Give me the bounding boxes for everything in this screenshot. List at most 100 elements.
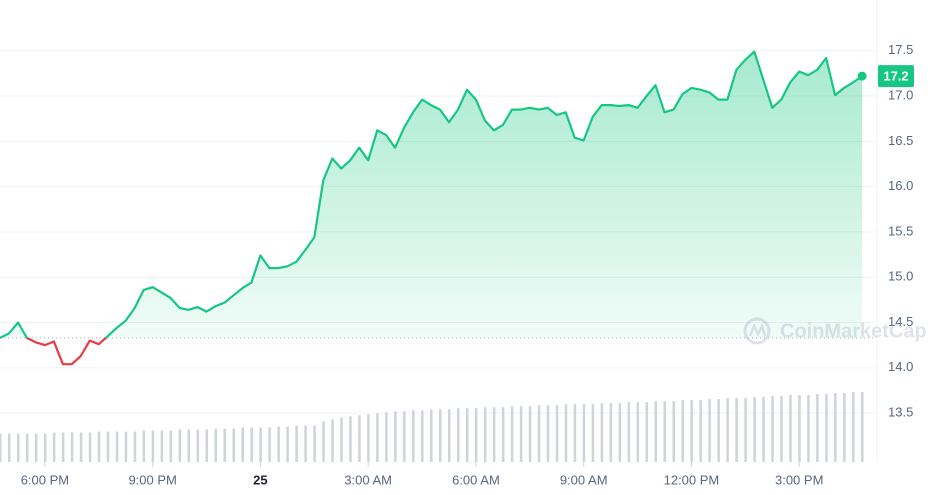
volume-bar <box>250 427 253 462</box>
volume-bar <box>627 402 631 462</box>
volume-bar <box>771 396 774 462</box>
volume-bar <box>106 431 110 462</box>
volume-bar <box>483 407 487 462</box>
y-tick-label: 16.0 <box>888 178 913 193</box>
volume-bar <box>223 428 226 462</box>
volume-bar <box>672 401 675 462</box>
volume-bar <box>295 425 298 462</box>
volume-bar <box>358 415 361 462</box>
volume-bar <box>178 429 182 462</box>
volume-bar <box>340 417 343 462</box>
volume-bar <box>124 431 128 462</box>
volume-bar <box>142 430 146 462</box>
volume-bar <box>16 433 20 462</box>
volume-bar <box>528 406 532 462</box>
x-tick-label: 6:00 AM <box>452 472 500 487</box>
volume-bar <box>852 392 855 462</box>
volume-bar <box>663 401 667 462</box>
volume-bar <box>79 432 83 462</box>
volume-bar <box>61 432 65 462</box>
volume-bar <box>843 393 846 462</box>
volume-bar <box>591 404 595 462</box>
volume-bar <box>537 405 541 462</box>
volume-bar <box>645 402 649 462</box>
volume-bar <box>196 429 200 462</box>
volume-bar <box>205 429 209 462</box>
volume-bar <box>825 394 828 462</box>
volume-bar <box>618 403 622 462</box>
volume-bar <box>331 419 334 462</box>
volume-bar <box>232 428 235 462</box>
volume-bar <box>187 429 191 462</box>
volume-bar <box>43 433 47 462</box>
volume-bar <box>70 432 74 462</box>
volume-bar <box>465 408 469 462</box>
volume-bar <box>447 409 451 462</box>
volume-bar <box>160 430 164 462</box>
volume-bar <box>259 427 262 462</box>
volume-bar <box>807 395 810 462</box>
volume-bar <box>133 431 137 462</box>
volume-bar <box>412 410 415 462</box>
volume-bar <box>34 433 38 462</box>
volume-bar <box>277 426 280 462</box>
y-tick-label: 15.0 <box>888 269 913 284</box>
volume-bar <box>169 430 173 462</box>
y-tick-label: 14.5 <box>888 314 913 329</box>
volume-bar <box>214 428 218 462</box>
volume-bar <box>151 430 155 462</box>
volume-bar <box>241 427 244 462</box>
x-tick-label: 3:00 PM <box>775 472 823 487</box>
volume-bar <box>501 407 505 462</box>
volume-bar <box>385 412 388 462</box>
volume-bar <box>699 400 702 462</box>
volume-bar <box>726 398 729 462</box>
volume-bar <box>376 413 379 462</box>
volume-bar <box>555 405 559 462</box>
volume-bar <box>582 404 586 462</box>
volume-bar <box>510 406 514 462</box>
volume-bar <box>0 433 2 462</box>
volume-bar <box>430 409 433 462</box>
volume-bar <box>88 432 92 462</box>
volume-bar <box>349 416 352 462</box>
volume-bar <box>798 395 801 462</box>
x-tick-label: 12:00 PM <box>664 472 720 487</box>
volume-bar <box>735 398 738 462</box>
volume-bar <box>564 404 568 462</box>
x-tick-label: 9:00 AM <box>560 472 608 487</box>
volume-bar <box>7 433 11 462</box>
current-price-dot <box>857 71 867 81</box>
volume-bar <box>744 398 747 462</box>
volume-bar <box>789 395 792 462</box>
y-tick-label: 14.0 <box>888 359 913 374</box>
volume-bar <box>52 432 56 462</box>
volume-bar <box>708 399 711 462</box>
y-tick-label: 16.5 <box>888 133 913 148</box>
volume-bar <box>25 433 29 462</box>
volume-bar <box>753 397 756 462</box>
current-price-label: 17.2 <box>883 69 908 84</box>
volume-bar <box>861 392 864 462</box>
volume-bar <box>367 414 370 462</box>
x-tick-label: 3:00 AM <box>344 472 392 487</box>
volume-bar <box>609 403 613 462</box>
volume-bar <box>403 411 406 462</box>
volume-bar <box>394 411 397 462</box>
price-area <box>0 51 863 338</box>
volume-bar <box>690 400 693 462</box>
y-tick-label: 13.5 <box>888 405 913 420</box>
current-price-tag <box>878 65 914 88</box>
volume-bar <box>492 407 496 462</box>
volume-bar <box>115 431 119 462</box>
volume-bar <box>519 406 523 462</box>
volume-bar <box>268 427 271 462</box>
volume-bar <box>286 426 289 462</box>
y-tick-label: 15.5 <box>888 223 913 238</box>
volume-bar <box>834 393 837 462</box>
volume-bar <box>456 408 460 462</box>
volume-bar <box>636 402 640 462</box>
volume-bar <box>474 408 478 462</box>
y-tick-label: 17.5 <box>888 42 913 57</box>
